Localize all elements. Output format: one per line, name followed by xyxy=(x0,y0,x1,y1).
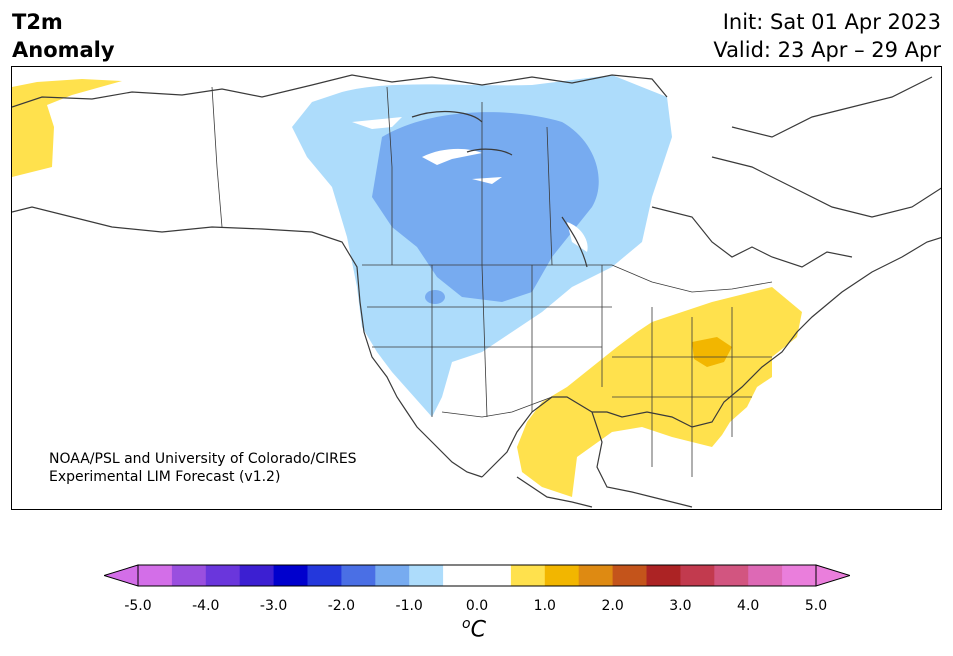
title-line-2: Anomaly xyxy=(12,38,115,62)
credit-line-1: NOAA/PSL and University of Colorado/CIRE… xyxy=(49,451,357,467)
colorbar-cell xyxy=(341,565,376,586)
colorbar-min-arrow xyxy=(104,564,139,587)
unit-degree: o xyxy=(462,616,471,632)
colorbar-cell xyxy=(748,565,783,586)
colorbar-cell xyxy=(307,565,342,586)
colorbar-tick-label: 4.0 xyxy=(737,598,760,614)
title-line-1: T2m xyxy=(12,10,63,34)
warm-anomaly-alaska xyxy=(12,79,122,177)
coastlines xyxy=(12,74,941,508)
colorbar-cell xyxy=(273,565,308,586)
colorbar-tick-label: -3.0 xyxy=(259,598,288,614)
warm-anomaly-core xyxy=(692,337,732,367)
init-date: Init: Sat 01 Apr 2023 xyxy=(722,10,941,34)
colorbar-cell xyxy=(205,565,241,586)
colorbar-cell xyxy=(714,565,749,586)
valid-range: Valid: 23 Apr – 29 Apr xyxy=(713,38,941,62)
colorbar-tick-label: 3.0 xyxy=(669,598,692,614)
colorbar-cell xyxy=(239,565,275,586)
anomaly-map xyxy=(12,74,941,508)
colorbar-cell xyxy=(612,565,647,586)
colorbar-cell xyxy=(443,565,478,586)
borders xyxy=(211,86,773,477)
warm-anomaly-light xyxy=(517,287,802,497)
credit-line-2: Experimental LIM Forecast (v1.2) xyxy=(49,469,281,485)
colorbar-cell xyxy=(477,565,512,586)
colorbar-tick-label: 1.0 xyxy=(533,598,556,614)
colorbar-tick-label: 2.0 xyxy=(601,598,624,614)
colorbar-unit: oC xyxy=(462,616,486,642)
colorbar-tick-label: -4.0 xyxy=(192,598,220,614)
colorbar-max-arrow xyxy=(815,564,850,587)
map-panel xyxy=(11,66,942,510)
colorbar-cell xyxy=(510,565,546,586)
cold-spot xyxy=(425,290,445,304)
colorbar-tick-label: -5.0 xyxy=(124,598,152,614)
colorbar-cell xyxy=(782,565,817,586)
unit-letter: C xyxy=(470,617,486,643)
colorbar-cell xyxy=(544,565,580,586)
colorbar-cell xyxy=(680,565,715,586)
colorbar-tick-label: 0.0 xyxy=(465,598,489,614)
colorbar-cell xyxy=(578,565,614,586)
forecast-dates: Init: Sat 01 Apr 2023 Valid: 23 Apr – 29… xyxy=(713,8,941,64)
colorbar-cell xyxy=(138,565,173,586)
credit-text: NOAA/PSL and University of Colorado/CIRE… xyxy=(49,450,357,486)
colorbar-tick-label: -1.0 xyxy=(395,598,423,614)
colorbar-tick-label: 5.0 xyxy=(804,598,828,614)
colorbar-cell xyxy=(171,565,207,586)
colorbar xyxy=(104,564,850,587)
colorbar-cell xyxy=(375,565,410,586)
colorbar-cell xyxy=(646,565,681,586)
colorbar-tick-label: -2.0 xyxy=(327,598,356,614)
map-title: T2m Anomaly xyxy=(12,8,115,64)
colorbar-cell xyxy=(409,565,444,586)
